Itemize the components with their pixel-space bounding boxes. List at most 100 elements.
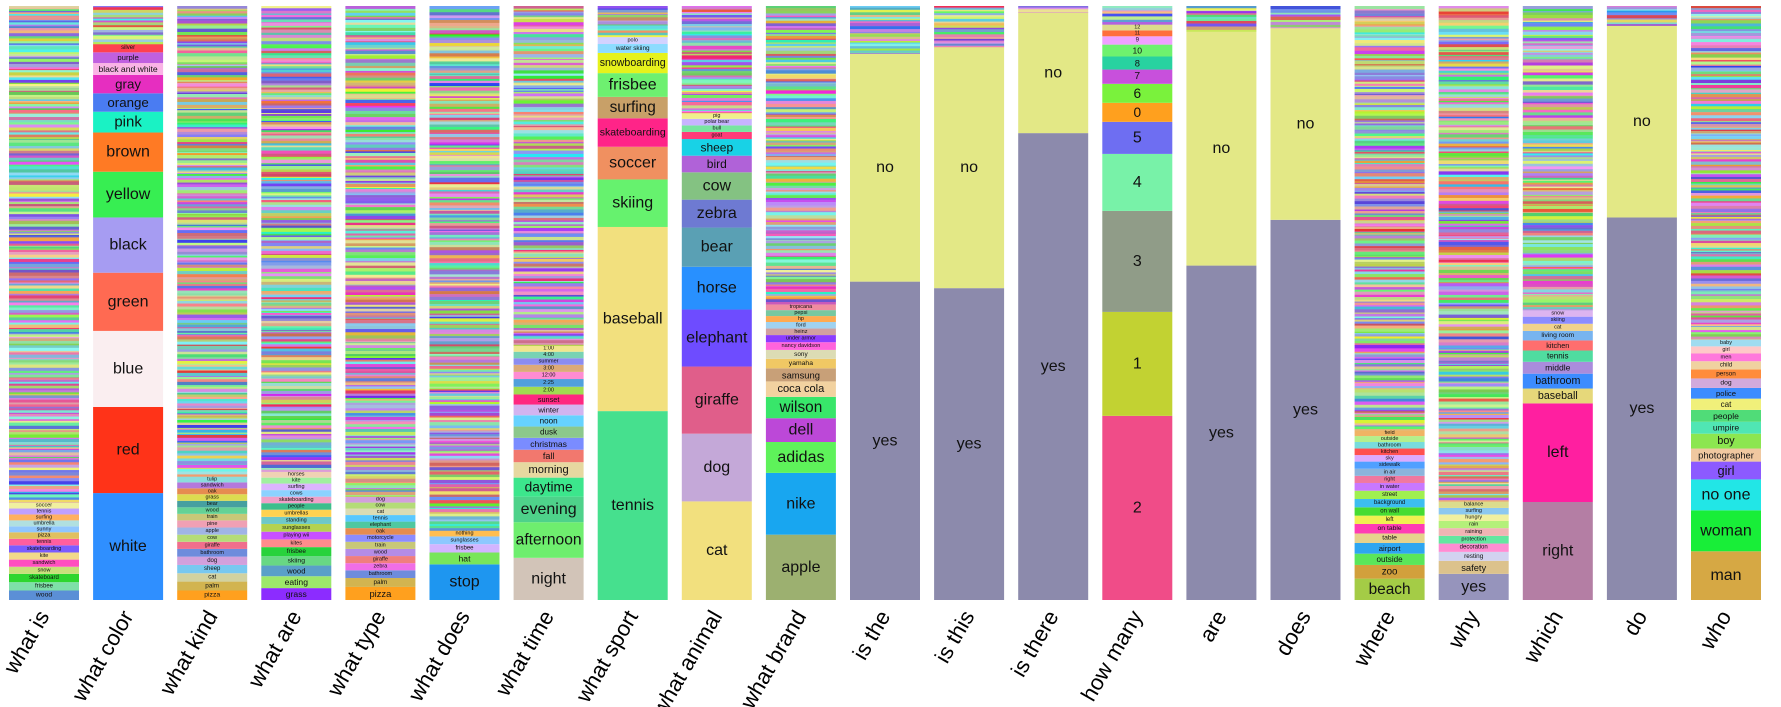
rare-answer-stripe [1691,215,1761,218]
rare-answer-stripe [765,131,836,133]
rare-answer-stripe [9,200,79,203]
rare-answer-stripe [9,457,79,459]
rare-answer-stripe [345,189,416,192]
rare-answer-stripe [261,10,332,14]
rare-answer-stripe [765,259,836,263]
rare-answer-stripe [1438,203,1509,206]
segment-what-is-2 [9,573,79,583]
rare-answer-stripe [765,151,836,153]
rare-answer-stripe [1691,324,1761,327]
segment-label: 12 [1134,24,1140,30]
rare-answer-stripe [1354,155,1425,158]
rare-answer-stripe [681,58,752,61]
rare-answer-stripe [1438,211,1509,214]
rare-answer-stripe [261,467,332,471]
rare-answer-stripe [765,38,836,41]
segment-label: decoration [1460,545,1488,551]
rare-answer-stripe [429,274,500,278]
rare-answer-stripe [1354,86,1425,90]
rare-answer-stripe [261,248,332,252]
rare-answer-stripe [177,86,248,88]
segment-what-sport-6 [597,73,668,97]
rare-answer-stripe [9,285,79,289]
rare-answer-stripe [261,301,332,304]
rare-answer-stripe [1438,181,1509,185]
rare-answer-stripe [1522,276,1593,279]
rare-answer-stripe [177,453,248,456]
rare-answer-stripe [345,262,416,266]
rare-answer-stripe [261,315,332,319]
segment-label: resting [1464,553,1484,560]
rare-answer-stripe [177,399,248,402]
rare-answer-stripe [1522,229,1593,231]
rare-answer-stripe [429,80,500,84]
rare-answer-stripe [345,177,416,180]
rare-answer-stripe [261,112,332,115]
rare-answer-stripe [429,150,500,153]
rare-answer-stripe [9,381,79,384]
rare-answer-stripe [261,66,332,69]
rare-answer-stripe [429,221,500,224]
rare-answer-stripe [934,23,1005,26]
segment-who-13 [1691,353,1761,362]
rare-answer-stripe [1354,284,1425,288]
rare-answer-stripe [850,36,920,40]
rare-answer-stripe [513,258,584,263]
rare-answer-stripe [261,179,332,182]
rare-answer-stripe [261,50,332,54]
rare-answer-stripe [9,472,79,476]
rare-answer-stripe [177,379,248,383]
rare-answer-stripe [9,343,79,346]
rare-answer-stripe [345,444,416,447]
rare-answer-stripe [261,360,332,363]
rare-answer-stripe [345,88,416,93]
question-label-what-are: what are [242,606,306,692]
rare-answer-stripe [1522,184,1593,187]
rare-answer-stripe [177,224,248,227]
rare-answer-stripe [1354,21,1425,25]
rare-answer-stripe [765,55,836,59]
segment-what-is-9 [9,526,79,533]
rare-answer-stripe [1691,97,1761,100]
rare-answer-stripe [177,474,248,477]
rare-answer-stripe [1691,205,1761,210]
rare-answer-stripe [681,105,752,109]
rare-answer-stripe [513,197,584,199]
rare-answer-stripe [177,217,248,221]
rare-answer-stripe [1186,20,1257,24]
rare-answer-stripe [177,128,248,133]
rare-answer-stripe [681,68,752,72]
rare-answer-stripe [1522,177,1593,180]
segment-what-color-8 [93,93,164,112]
rare-answer-stripe [429,462,500,467]
segment-what-brand-10 [765,335,836,343]
rare-answer-stripe [345,378,416,382]
rare-answer-stripe [765,279,836,283]
rare-answer-stripe [177,124,248,128]
rare-answer-stripe [1438,76,1509,81]
rare-answer-stripe [429,33,500,35]
rare-answer-stripe [429,459,500,461]
rare-answer-stripe [9,324,79,329]
segment-what-brand-3 [765,418,836,442]
rare-answer-stripe [345,446,416,449]
segment-what-time-1 [513,522,584,558]
rare-answer-stripe [1691,336,1761,339]
rare-answer-stripe [261,195,332,198]
rare-answer-stripe [429,12,500,16]
rare-answer-stripe [1438,107,1509,112]
rare-answer-stripe [177,377,248,380]
segment-what-brand-1 [765,472,836,535]
rare-answer-stripe [429,36,500,39]
rare-answer-stripe [765,93,836,96]
rare-answer-stripe [177,6,248,9]
rare-answer-stripe [177,158,248,161]
rare-answer-stripe [1691,322,1761,325]
rare-answer-stripe [9,90,79,93]
rare-answer-stripe [1354,204,1425,207]
rare-answer-stripe [1438,229,1509,233]
rare-answer-stripe [1354,80,1425,82]
rare-answer-stripe [1354,299,1425,302]
rare-answer-stripe [1354,181,1425,184]
